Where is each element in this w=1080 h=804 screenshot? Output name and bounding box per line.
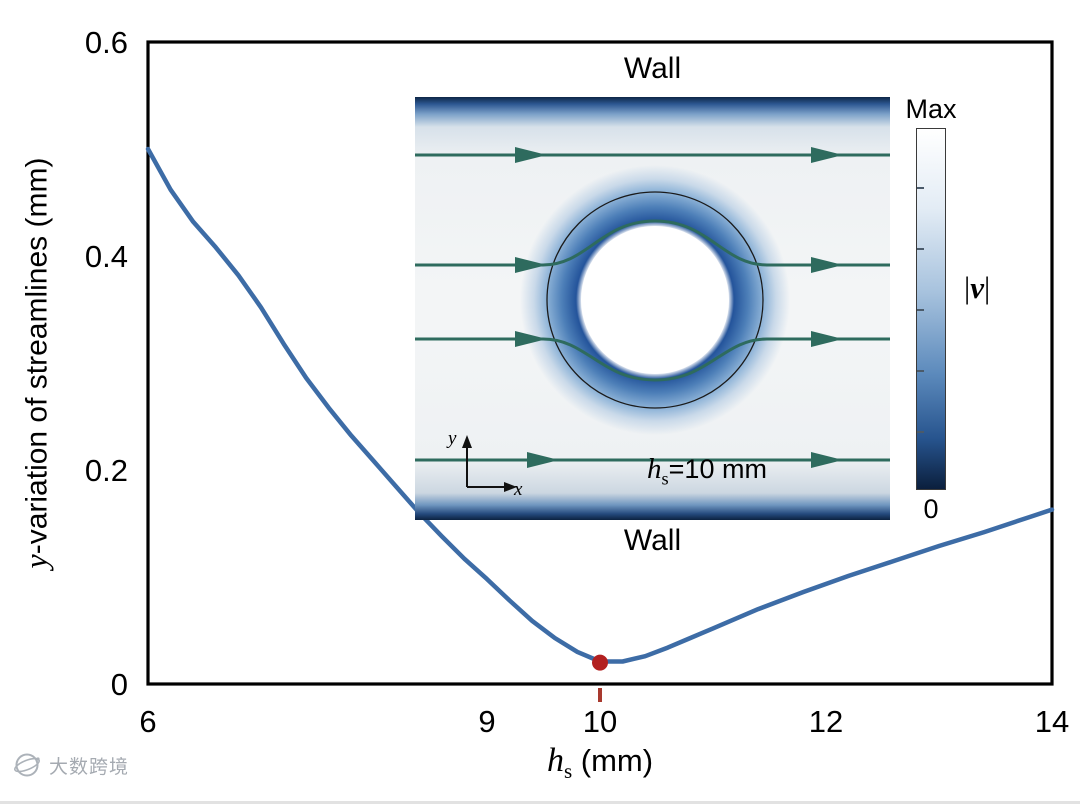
y-axis-arrow-label: y — [446, 428, 457, 449]
curve — [145, 146, 1055, 664]
x-tick-label: 9 — [478, 704, 495, 739]
flow-arrow-icon — [811, 257, 843, 273]
y-tick-label: 0.6 — [85, 25, 128, 60]
x-tick-label: 12 — [809, 704, 843, 739]
watermark-logo-icon — [14, 753, 40, 777]
flow-arrow-icon — [811, 331, 843, 347]
watermark-text: 大数跨境 — [49, 756, 130, 778]
colorbar — [916, 128, 946, 490]
x-axis-subscript: s — [563, 759, 573, 784]
flow-arrow-icon — [515, 257, 547, 273]
axes-frame — [146, 40, 1054, 686]
coordinate-axes-icon: y x — [446, 428, 523, 500]
abs-bar: | — [983, 270, 991, 305]
wall-top-label: Wall — [623, 52, 682, 85]
x-axis-label: hs (mm) — [148, 742, 1052, 784]
colorbar-min-label: 0 — [923, 494, 939, 524]
abs-bar: | — [964, 270, 971, 305]
wall-bottom-label: Wall — [623, 524, 682, 557]
simulation-domain: y x hs=10 mm — [415, 97, 890, 520]
streamlines-graphic: y x — [415, 147, 890, 500]
y-tick-label: 0.4 — [85, 239, 128, 274]
velocity-variable: v — [970, 270, 984, 305]
x-tick-label: 6 — [139, 704, 156, 739]
x-axis-arrow-label: x — [513, 479, 523, 500]
streamline — [415, 219, 890, 267]
colorbar-max-label: Max — [905, 94, 957, 124]
colorbar-tick — [917, 186, 924, 189]
cylinder-obstacle — [581, 226, 729, 374]
annotation-value: =10 mm — [668, 454, 767, 484]
flow-arrow-icon — [515, 331, 547, 347]
annotation-subscript: s — [661, 468, 669, 489]
inset-annotation: hs=10 mm — [647, 453, 767, 489]
colorbar-tick — [917, 431, 924, 434]
flow-arrow-icon — [515, 147, 547, 163]
x-axis-variable: h — [546, 742, 564, 779]
watermark: 大数跨境 — [12, 750, 129, 780]
colorbar-tick — [917, 370, 924, 373]
streamline — [415, 337, 890, 382]
colorbar-quantity-label: |v| — [964, 270, 990, 306]
flow-arrow-icon — [811, 452, 843, 468]
y-tick-label: 0.2 — [85, 453, 128, 488]
flow-arrow-icon — [811, 147, 843, 163]
flow-arrow-icon — [527, 452, 559, 468]
minimum-marker — [592, 654, 608, 671]
y-tick-label: 0 — [111, 667, 128, 702]
highlight-tick-label: 10 — [583, 704, 617, 739]
colorbar-tick — [917, 309, 924, 311]
outer-ring — [546, 191, 764, 409]
annotation-variable: h — [647, 453, 662, 485]
x-axis-unit: (mm) — [572, 743, 654, 778]
x-tick-label: 14 — [1035, 704, 1069, 739]
colorbar-tick — [917, 247, 924, 250]
